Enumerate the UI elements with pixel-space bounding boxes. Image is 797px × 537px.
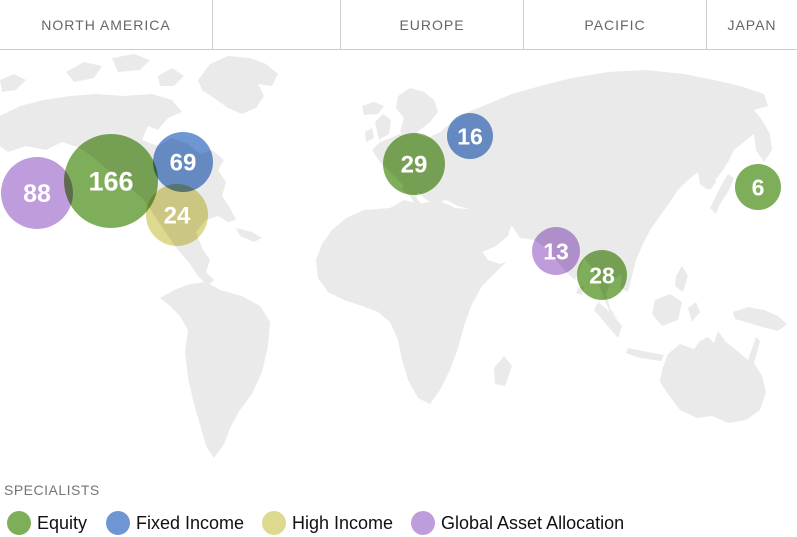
bubble-value-north-america-fixed-income: 69	[170, 150, 197, 177]
bubble-japan-equity[interactable]	[735, 164, 781, 210]
legend-label: High Income	[292, 512, 394, 533]
bubble-north-america-fixed-income[interactable]	[153, 132, 213, 192]
legend-item-high-income[interactable]: High Income	[262, 511, 393, 535]
tab-europe[interactable]: EUROPE	[341, 0, 524, 49]
bubble-value-north-america-global-asset-allocation: 88	[23, 180, 51, 208]
bubble-north-america-global-asset-allocation[interactable]	[1, 157, 73, 229]
map-land	[0, 54, 787, 458]
tab-japan[interactable]: JAPAN	[727, 16, 777, 33]
tab-spacer	[213, 0, 341, 49]
bubble-value-pacific-global-asset-allocation: 13	[543, 238, 569, 264]
bubble-pacific-equity[interactable]	[577, 250, 627, 300]
legend-dot-equity	[7, 511, 31, 535]
legend-item-fixed-income[interactable]: Fixed Income	[106, 511, 244, 535]
legend-dot-high-income	[262, 511, 286, 535]
legend-dot-fixed-income	[106, 511, 130, 535]
bubble-europe-equity[interactable]	[383, 133, 445, 195]
bubble-value-japan-equity: 6	[752, 174, 765, 200]
legend-label: Global Asset Allocation	[441, 512, 625, 533]
legend-title: SPECIALISTS	[4, 482, 100, 498]
world-map: 88 166 69 24 29 16 13 28 6	[0, 50, 797, 470]
bubble-pacific-global-asset-allocation[interactable]	[532, 227, 580, 275]
bubble-value-north-america-high-income: 24	[164, 203, 191, 230]
tab-north-america[interactable]: NORTH AMERICA	[0, 0, 213, 49]
legend-item-global-asset-allocation[interactable]: Global Asset Allocation	[411, 511, 624, 535]
bubble-europe-fixed-income[interactable]	[447, 113, 493, 159]
legend: SPECIALISTS Equity Fixed Income High Incom…	[0, 470, 797, 537]
bubble-value-europe-equity: 29	[401, 152, 428, 179]
bubble-north-america-high-income[interactable]	[146, 184, 208, 246]
legend-dot-global-asset-allocation	[411, 511, 435, 535]
bubble-value-pacific-equity: 28	[589, 262, 615, 288]
tab-pacific[interactable]: PACIFIC	[524, 0, 707, 49]
region-tabs: NORTH AMERICA EUROPE PACIFIC JAPAN	[0, 0, 797, 50]
bubble-value-north-america-equity: 166	[88, 167, 133, 197]
legend-label: Equity	[37, 512, 88, 533]
legend-label: Fixed Income	[136, 512, 245, 533]
legend-item-equity[interactable]: Equity	[7, 511, 87, 535]
bubble-value-europe-fixed-income: 16	[457, 123, 483, 149]
bubble-north-america-equity[interactable]	[64, 134, 158, 228]
